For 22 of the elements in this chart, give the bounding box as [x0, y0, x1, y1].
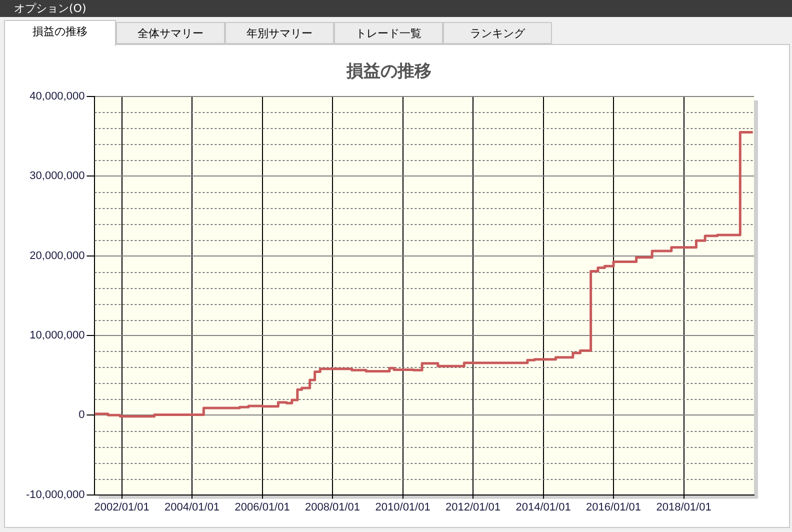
x-tick-label: 2014/01/01: [516, 501, 571, 514]
x-tick-label: 2012/01/01: [445, 501, 501, 514]
x-tick-label: 2016/01/01: [586, 501, 642, 514]
text: 損益の推移: [4, 20, 116, 46]
x-tick-label: 2010/01/01: [375, 501, 430, 514]
x-tick-label: 2006/01/01: [234, 501, 290, 514]
text: トレード一覧: [334, 22, 443, 44]
text: オプション(O): [14, 2, 86, 15]
text: ランキング: [443, 22, 552, 44]
chart-title: 損益の推移: [346, 62, 432, 82]
y-tick-label: 20,000,000: [30, 250, 85, 262]
y-tick-label: 40,000,000: [30, 90, 85, 102]
y-tick-label: 0: [78, 409, 85, 422]
x-tick-label: 2008/01/01: [304, 501, 360, 514]
text: 年別サマリー: [225, 22, 334, 44]
y-tick-label: -10,000,000: [26, 488, 85, 501]
x-tick-label: 2004/01/01: [164, 501, 220, 514]
x-tick-label: 2002/01/01: [94, 501, 150, 514]
y-tick-label: 10,000,000: [30, 329, 85, 342]
x-tick-label: 2018/01/01: [656, 501, 712, 514]
y-tick-label: 30,000,000: [30, 170, 85, 182]
text: 全体サマリー: [116, 22, 225, 44]
